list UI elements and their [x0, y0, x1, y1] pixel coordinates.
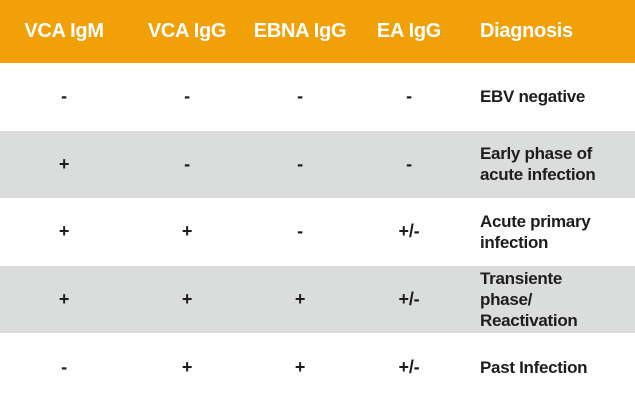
cell-vca-igg: -	[184, 153, 190, 174]
table-row-past-infection: - + + +/- Past Infection	[0, 333, 635, 401]
cell-ea-igg: +/-	[398, 356, 420, 377]
cell-vca-igg: +	[181, 356, 193, 377]
cell-ea-igg: +/-	[398, 289, 420, 310]
cell-ea-igg: -	[406, 153, 412, 174]
cell-diagnosis: EBV negative	[480, 87, 586, 107]
header-cell-diagnosis: Diagnosis	[480, 20, 573, 42]
cell-vca-igm: -	[61, 86, 67, 107]
cell-diagnosis: Acute primary infection	[480, 211, 591, 252]
cell-ebna-igg: +	[294, 289, 306, 310]
cell-diagnosis: Past Infection	[480, 357, 588, 377]
header-cell-vca-igm: VCA IgM	[24, 20, 104, 42]
cell-vca-igm: +	[58, 221, 70, 242]
cell-ebna-igg: +	[294, 356, 306, 377]
table-row-transient-reactivation: + + + +/- Transiente phase/ Reactivation	[0, 265, 635, 334]
cell-vca-igm: -	[61, 356, 67, 377]
cell-ebna-igg: -	[297, 221, 303, 242]
table-body: - - - - EBV negative + - - - Early phase…	[0, 63, 635, 401]
cell-vca-igg: +	[181, 221, 193, 242]
header-cell-vca-igg: VCA IgG	[147, 20, 227, 42]
header-cell-ea-igg: EA IgG	[376, 20, 442, 42]
table-header-row: VCA IgM VCA IgG EBNA IgG EA IgG Diagnosi…	[0, 0, 635, 63]
cell-ea-igg: -	[406, 86, 412, 107]
header-cell-ebna-igg: EBNA IgG	[253, 20, 347, 42]
table-row-early-phase: + - - - Early phase of acute infection	[0, 130, 635, 199]
cell-vca-igg: +	[181, 289, 193, 310]
cell-vca-igg: -	[184, 86, 190, 107]
cell-vca-igm: +	[58, 153, 70, 174]
table-row-acute-primary: + + - +/- Acute primary infection	[0, 198, 635, 266]
cell-ea-igg: +/-	[398, 221, 420, 242]
cell-ebna-igg: -	[297, 153, 303, 174]
cell-ebna-igg: -	[297, 86, 303, 107]
table-row-ebv-negative: - - - - EBV negative	[0, 63, 635, 131]
cell-diagnosis: Early phase of acute infection	[480, 144, 596, 185]
cell-vca-igm: +	[58, 289, 70, 310]
cell-diagnosis: Transiente phase/ Reactivation	[480, 268, 578, 331]
